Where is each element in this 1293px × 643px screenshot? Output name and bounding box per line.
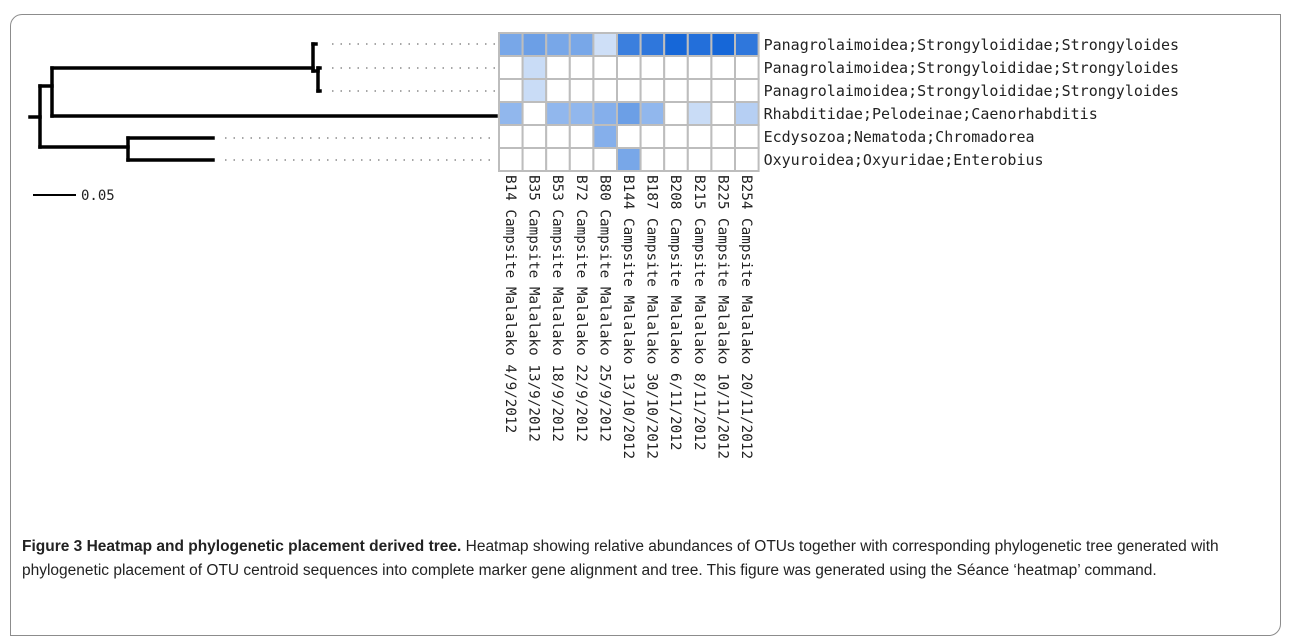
heatmap-cell: [686, 101, 713, 126]
heatmap-cell: [639, 124, 666, 149]
heatmap-cell: [592, 147, 619, 172]
heatmap-cell: [639, 147, 666, 172]
heatmap-cell: [498, 101, 524, 126]
heatmap-cell: [498, 32, 524, 57]
heatmap-cell: [498, 147, 524, 172]
caption-title: Heatmap and phylogenetic placement deriv…: [86, 538, 462, 555]
heatmap-cell: [568, 78, 595, 103]
phylogenetic-tree: [28, 42, 498, 162]
heatmap-cell: [663, 147, 689, 172]
figure-canvas: 0.05 Panagrolaimoidea;Strongyloididae;St…: [28, 32, 1179, 459]
heatmap-cell: [616, 32, 642, 57]
caption-text: Heatmap showing relative abundances of O…: [22, 538, 1219, 579]
heatmap-cell: [663, 32, 689, 57]
heatmap: [498, 32, 760, 172]
heatmap-cell: [710, 101, 737, 126]
sample-label: B144 Campsite Malalako 13/10/2012: [620, 175, 636, 459]
heatmap-cell: [568, 147, 595, 172]
sample-label: B225 Campsite Malalako 10/11/2012: [714, 175, 730, 459]
sample-label: B187 Campsite Malalako 30/10/2012: [644, 175, 660, 459]
heatmap-cell: [734, 101, 760, 126]
sample-label: B72 Campsite Malalako 22/9/2012: [573, 175, 589, 442]
heatmap-cell: [616, 124, 642, 149]
heatmap-cell: [521, 147, 548, 172]
sample-label: B80 Campsite Malalako 25/9/2012: [596, 175, 612, 442]
scale-bar-label: 0.05: [81, 188, 115, 204]
heatmap-cell: [521, 124, 548, 149]
heatmap-cell: [639, 32, 666, 57]
heatmap-cell: [639, 55, 666, 80]
heatmap-cell: [686, 55, 713, 80]
heatmap-cell: [545, 32, 571, 57]
heatmap-cell: [663, 124, 689, 149]
heatmap-cell: [734, 147, 760, 172]
otu-label: Panagrolaimoidea;Strongyloididae;Strongy…: [764, 82, 1179, 100]
heatmap-cell: [545, 147, 571, 172]
heatmap-cell: [616, 101, 642, 126]
sample-label: B14 Campsite Malalako 4/9/2012: [502, 175, 518, 433]
heatmap-cell: [710, 147, 737, 172]
heatmap-cell: [616, 55, 642, 80]
otu-label: Rhabditidae;Pelodeinae;Caenorhabditis: [764, 105, 1098, 123]
otu-label: Panagrolaimoidea;Strongyloididae;Strongy…: [764, 36, 1179, 54]
heatmap-cell: [710, 55, 737, 80]
heatmap-cell: [521, 78, 548, 103]
heatmap-cell: [521, 32, 548, 57]
heatmap-cell: [734, 32, 760, 57]
sample-label: B215 Campsite Malalako 8/11/2012: [691, 175, 707, 450]
heatmap-cell: [734, 124, 760, 149]
heatmap-cell: [592, 124, 619, 149]
otu-label: Oxyuroidea;Oxyuridae;Enterobius: [764, 151, 1044, 169]
heatmap-cell: [498, 124, 524, 149]
heatmap-cell: [616, 78, 642, 103]
heatmap-cell: [686, 124, 713, 149]
figure-caption: Figure 3 Heatmap and phylogenetic placem…: [22, 535, 1272, 583]
heatmap-cell: [686, 147, 713, 172]
heatmap-cell: [710, 124, 737, 149]
heatmap-cell: [568, 32, 595, 57]
heatmap-cell: [545, 124, 571, 149]
sample-labels: B14 Campsite Malalako 4/9/2012 B35 Campsi…: [502, 175, 754, 459]
heatmap-cell: [616, 147, 642, 172]
caption-label: Figure 3: [22, 538, 83, 555]
sample-label: B254 Campsite Malalako 20/11/2012: [738, 175, 754, 459]
heatmap-cell: [663, 101, 689, 126]
heatmap-cell: [686, 78, 713, 103]
heatmap-cell: [498, 78, 524, 103]
heatmap-cell: [568, 124, 595, 149]
heatmap-cell: [639, 78, 666, 103]
heatmap-cell: [545, 78, 571, 103]
sample-label: B53 Campsite Malalako 18/9/2012: [549, 175, 565, 442]
heatmap-cell: [734, 55, 760, 80]
heatmap-cell: [686, 32, 713, 57]
heatmap-cell: [663, 55, 689, 80]
heatmap-cell: [592, 101, 619, 126]
heatmap-cell: [592, 32, 619, 57]
otu-labels: Panagrolaimoidea;Strongyloididae;Strongy…: [764, 36, 1179, 169]
heatmap-cell: [734, 78, 760, 103]
sample-label: B208 Campsite Malalako 6/11/2012: [667, 175, 683, 450]
heatmap-cell: [545, 55, 571, 80]
heatmap-cell: [663, 78, 689, 103]
otu-label: Ecdysozoa;Nematoda;Chromadorea: [764, 128, 1035, 146]
heatmap-cell: [710, 32, 737, 57]
figure-frame: [10, 14, 1281, 636]
heatmap-cell: [545, 101, 571, 126]
heatmap-cell: [521, 101, 548, 126]
heatmap-cell: [521, 55, 548, 80]
heatmap-cell: [592, 55, 619, 80]
heatmap-cell: [568, 101, 595, 126]
heatmap-cell: [710, 78, 737, 103]
otu-label: Panagrolaimoidea;Strongyloididae;Strongy…: [764, 59, 1179, 77]
leader-lines: [225, 43, 496, 161]
heatmap-cell: [639, 101, 666, 126]
heatmap-cell: [568, 55, 595, 80]
heatmap-cell: [592, 78, 619, 103]
heatmap-cell: [498, 55, 524, 80]
sample-label: B35 Campsite Malalako 13/9/2012: [526, 175, 542, 442]
